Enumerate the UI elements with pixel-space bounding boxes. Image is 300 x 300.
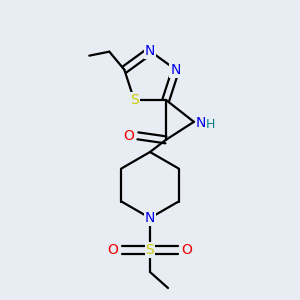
Text: O: O — [108, 243, 118, 257]
Text: O: O — [123, 129, 134, 143]
Text: N: N — [145, 211, 155, 225]
Text: N: N — [145, 44, 155, 58]
Text: H: H — [206, 118, 216, 131]
Text: O: O — [182, 243, 192, 257]
Text: S: S — [146, 243, 154, 257]
Text: N: N — [170, 63, 181, 77]
Text: N: N — [196, 116, 206, 130]
Text: S: S — [130, 93, 139, 107]
